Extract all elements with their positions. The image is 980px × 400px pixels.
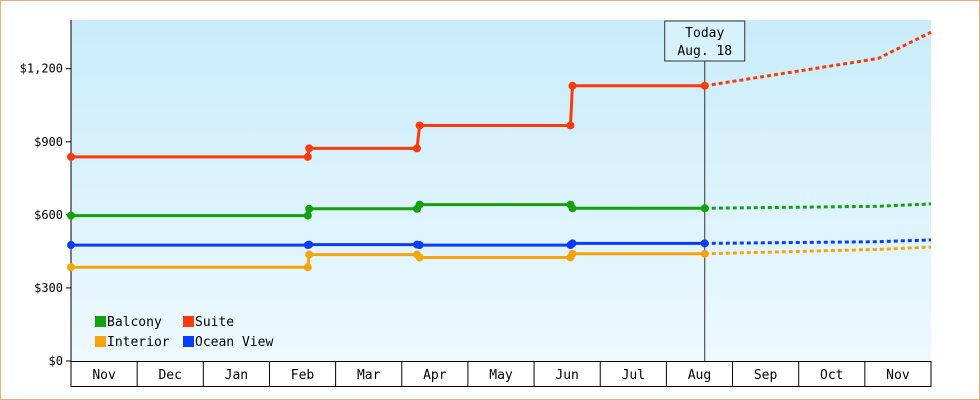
y-tick-label: $300 xyxy=(34,281,63,295)
forecast-line-balcony xyxy=(704,202,932,210)
x-tick-label: Dec xyxy=(158,368,181,383)
y-tick-label: $900 xyxy=(34,135,63,149)
y-tick-label: $0 xyxy=(49,354,63,368)
forecast-line-interior xyxy=(704,245,932,256)
data-point-balcony xyxy=(415,200,424,209)
data-point-suite xyxy=(305,144,314,153)
today-box xyxy=(664,20,746,62)
x-tick-label: Jul xyxy=(622,368,645,383)
x-tick-label: Sep xyxy=(754,368,778,383)
data-point-ocean-view xyxy=(67,241,75,250)
data-point-interior xyxy=(67,263,75,272)
today-date: Aug. 18 xyxy=(677,44,732,59)
data-point-suite xyxy=(412,144,421,153)
data-point-suite xyxy=(67,152,75,161)
legend: Balcony Suite Interior Ocean View xyxy=(95,315,273,350)
legend-swatch-suite xyxy=(183,316,194,327)
axes: $0 $300 $600 $900 $1,200 Nov Dec Jan Feb Mar Apr Ma… xyxy=(20,20,932,387)
data-point-ocean-view xyxy=(415,241,424,250)
data-point-suite xyxy=(568,81,577,90)
data-point-suite xyxy=(303,152,312,161)
data-point-interior xyxy=(568,249,577,258)
x-tick-label: Feb xyxy=(291,368,315,383)
data-point-suite xyxy=(700,81,709,90)
x-tick-label: Nov xyxy=(92,368,116,383)
legend-label: Suite xyxy=(195,315,234,330)
legend-swatch-balcony xyxy=(95,316,106,327)
data-point-interior xyxy=(303,263,312,272)
x-tick-label: Apr xyxy=(423,368,447,383)
y-tick-label: $600 xyxy=(34,208,63,222)
x-tick-label: May xyxy=(489,368,513,383)
y-tick-label: $1,200 xyxy=(20,62,63,76)
forecast-line-ocean-view xyxy=(704,238,932,245)
data-point-ocean-view xyxy=(700,239,709,248)
series-line-ocean-view xyxy=(71,241,705,247)
data-point-balcony xyxy=(67,211,75,220)
today-label: Today xyxy=(685,26,724,41)
legend-label: Balcony xyxy=(107,315,162,330)
data-point-balcony xyxy=(303,211,312,220)
x-tick-label: Mar xyxy=(357,368,381,383)
data-point-balcony xyxy=(700,204,709,213)
legend-swatch-interior xyxy=(95,336,106,347)
data-point-balcony xyxy=(305,204,314,213)
data-point-balcony xyxy=(568,204,577,213)
data-point-interior xyxy=(415,253,424,262)
forecast-line-suite xyxy=(704,30,932,88)
data-point-ocean-view xyxy=(305,240,314,249)
data-point-interior xyxy=(700,249,709,258)
legend-label: Interior xyxy=(107,335,170,350)
x-tick-label: Nov xyxy=(886,368,910,383)
x-tick-label: Jan xyxy=(225,368,248,383)
legend-swatch-ocean-view xyxy=(183,336,194,347)
plot-background xyxy=(71,20,931,361)
series-group xyxy=(67,30,932,272)
x-tick-label: Jun xyxy=(555,368,578,383)
data-point-interior xyxy=(305,250,314,259)
data-point-suite xyxy=(566,121,575,130)
data-point-ocean-view xyxy=(568,239,577,248)
x-tick-label: Aug xyxy=(688,368,711,383)
x-tick-label: Oct xyxy=(820,368,843,383)
legend-label: Ocean View xyxy=(195,335,273,350)
data-point-suite xyxy=(415,121,424,130)
today-marker: Today Aug. 18 xyxy=(664,20,746,361)
